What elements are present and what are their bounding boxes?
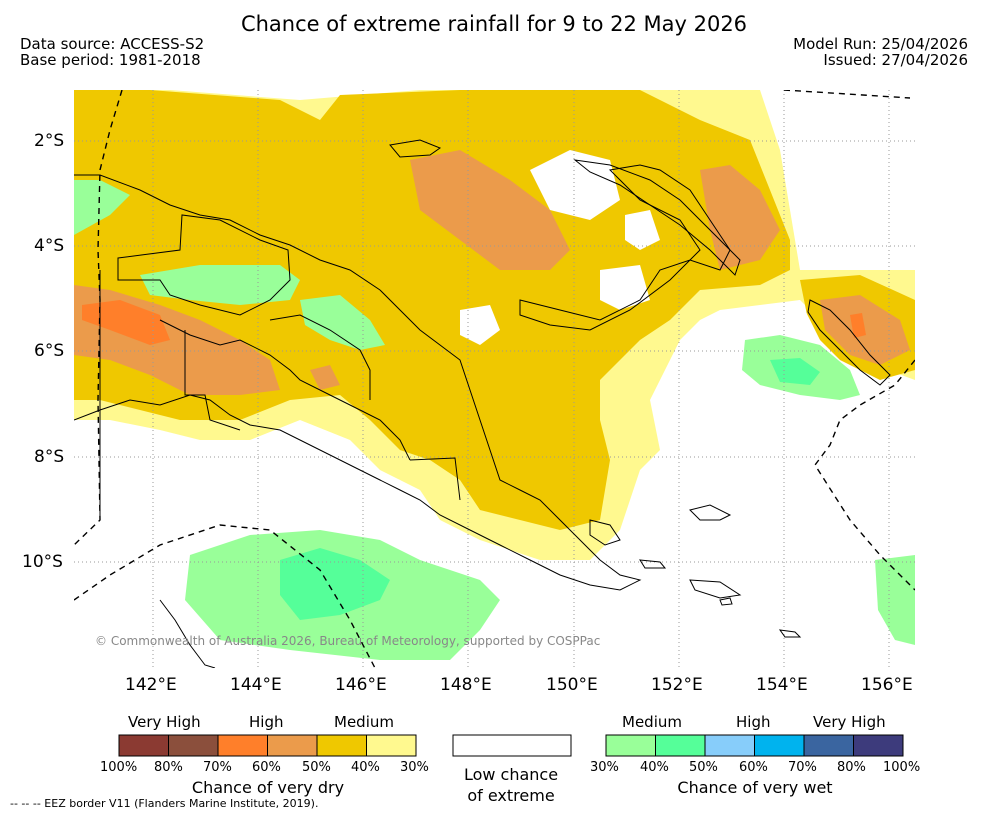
eez-borders [74,90,915,668]
islands-east [689,504,802,638]
wet-percent-label: 60% [739,760,768,775]
dry-percent-label: 100% [100,760,138,775]
dry-colorbar [118,734,417,757]
wet-category-very-high: Very High [813,713,886,731]
dry-category-high: High [249,713,284,731]
model-run: Model Run: 25/04/2026 [793,35,968,53]
manus-coast [389,139,442,158]
metadata-left: Data source: ACCESS-S2 Base period: 1981… [20,36,204,68]
new-guinea-coast [74,174,642,591]
dry-caption: Chance of very dry [191,778,345,797]
lon-tick-label: 154°E [756,675,808,695]
island-misima [639,559,667,569]
metadata-right: Model Run: 25/04/2026 Issued: 27/04/2026 [793,36,968,68]
issued-date: Issued: 27/04/2026 [823,51,968,69]
wet-percent-label: 30% [590,760,619,775]
dry-swatch-40-50 [316,734,367,757]
dry-swatch-60-70 [217,734,268,757]
dry-percent-label: 40% [351,760,380,775]
new-ireland-coast [573,159,741,276]
low-chance-swatch [452,734,572,757]
lon-tick-label: 156°E [861,675,913,695]
lat-tick-label: 8°S [34,447,65,467]
dry-category-very-high: Very High [128,713,201,731]
base-period: Base period: 1981-2018 [20,51,201,69]
wet-swatch-80-100 [853,734,904,757]
wet-percent-label: 40% [640,760,669,775]
wet-percent-label: 70% [788,760,817,775]
dry-percent-label: 50% [302,760,331,775]
map-title: Chance of extreme rainfall for 9 to 22 M… [240,12,748,36]
map-area [74,90,915,668]
lon-tick-label: 148°E [440,675,492,695]
wet-percent-label: 50% [689,760,718,775]
island-fergusson [589,519,621,546]
wet-caption: Chance of very wet [677,778,833,797]
lon-tick-label: 152°E [651,675,703,695]
australia-coast [159,599,216,668]
eez-footnote: -- -- -- EEZ border V11 (Flanders Marine… [10,797,319,810]
bougainville-coast [807,299,891,386]
coastlines [74,139,891,668]
wet-category-medium: Medium [622,713,682,731]
lat-tick-label: 6°S [34,341,65,361]
wet-percent-label: 80% [837,760,866,775]
dry-percent-label: 70% [203,760,232,775]
lon-tick-label: 142°E [125,675,177,695]
dry-60-70-regions [82,300,866,345]
wet-swatch-40-50 [655,734,706,757]
dry-50-60-regions [74,150,910,395]
lat-tick-label: 10°S [22,552,63,572]
dry-percent-label: 80% [154,760,183,775]
wet-colorbar [605,734,904,757]
dry-swatch-80-100 [118,734,169,757]
low-caption-line: Low chance [463,765,559,784]
low-caption-line: of extreme [467,786,555,805]
wet-swatch-50-60 [704,734,755,757]
new-britain-coast [519,164,731,331]
lat-tick-label: 2°S [34,131,65,151]
lon-tick-label: 144°E [230,675,282,695]
graticule [74,90,915,668]
dry-swatch-50-60 [267,734,318,757]
wet-swatch-60-70 [754,734,805,757]
dry-swatch-30-40 [366,734,417,757]
wet-category-high: High [736,713,771,731]
wet-swatch-70-80 [803,734,854,757]
png-provinces [117,214,291,316]
copyright-text: © Commonwealth of Australia 2026, Bureau… [95,634,601,648]
dry-category-medium: Medium [334,713,394,731]
low-chance-caption: Low chance of extreme [440,764,582,806]
dry-swatch-70-80 [168,734,219,757]
lon-tick-label: 150°E [546,675,598,695]
lat-tick-label: 4°S [34,236,65,256]
dry-percent-label: 30% [400,760,429,775]
wet-percent-label: 100% [883,760,921,775]
lon-tick-label: 146°E [335,675,387,695]
dry-percent-label: 60% [252,760,281,775]
data-source: Data source: ACCESS-S2 [20,35,205,53]
wet-swatch-30-40 [605,734,656,757]
island-tagula [689,579,742,599]
